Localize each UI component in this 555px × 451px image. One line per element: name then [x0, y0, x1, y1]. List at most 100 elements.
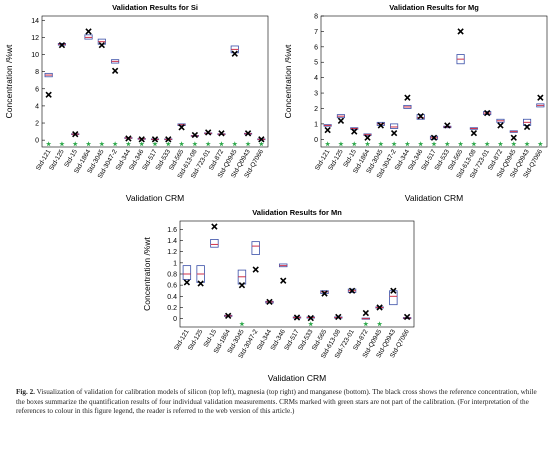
reference-cross [377, 122, 384, 129]
reference-cross [218, 130, 225, 137]
green-star [324, 141, 331, 147]
reference-cross [510, 134, 517, 141]
green-star [218, 141, 225, 147]
reference-cross [191, 131, 199, 139]
green-star [497, 141, 504, 147]
caption-text: Visualization of validation for calibrat… [16, 388, 537, 416]
green-star [85, 141, 92, 147]
reference-cross [165, 136, 172, 143]
green-star [418, 141, 424, 147]
reference-cross [537, 94, 544, 101]
chart-title: Validation Results for Si [112, 3, 198, 12]
reference-cross [484, 109, 491, 117]
y-tick-label: 2 [314, 106, 318, 113]
reference-cross [307, 314, 314, 322]
reference-cross [280, 277, 287, 284]
y-tick-label: 0 [35, 138, 39, 145]
reference-cross [72, 130, 79, 138]
green-star [444, 141, 450, 147]
y-tick-label: 0 [173, 316, 177, 323]
green-star [363, 321, 369, 327]
reference-cross [335, 313, 342, 321]
reference-cross [238, 281, 246, 289]
reference-cross [111, 67, 119, 74]
y-tick-label: 1.4 [167, 238, 177, 245]
chart-title: Validation Results for Mg [389, 3, 479, 12]
reference-cross [457, 28, 464, 35]
y-tick-label: 0.8 [167, 272, 177, 279]
reference-cross [324, 126, 331, 134]
reference-cross [321, 290, 328, 297]
reference-cross [337, 117, 345, 124]
reference-cross [178, 124, 185, 131]
reference-cross [293, 314, 301, 321]
x-axis-label: Validation CRM [405, 193, 463, 203]
y-tick-label: 0 [314, 137, 318, 144]
reference-cross [205, 129, 212, 136]
green-star [99, 141, 105, 147]
caption: Fig. 2. Visualization of validation for … [16, 388, 541, 417]
green-star [378, 141, 384, 147]
reference-cross [404, 94, 411, 101]
green-star [152, 141, 158, 147]
green-star [351, 141, 357, 147]
reference-cross [58, 41, 66, 49]
y-tick-label: 5 [314, 60, 318, 67]
green-star [245, 141, 251, 147]
green-star [404, 141, 411, 147]
box [182, 265, 192, 280]
plot-frame [320, 15, 548, 148]
y-axis-label: Concentration /%wt [4, 44, 14, 118]
green-star [537, 141, 544, 147]
reference-cross [376, 304, 383, 311]
reference-cross [125, 135, 132, 142]
green-star [471, 141, 477, 147]
y-tick-label: 1.6 [167, 227, 177, 234]
green-star [45, 141, 52, 147]
reference-cross [417, 113, 424, 120]
y-tick-label: 0.2 [167, 305, 177, 312]
y-tick-label: 12 [31, 35, 39, 42]
x-axis-label: Validation CRM [268, 373, 326, 383]
figure: Validation Results for Si02468101214Conc… [4, 3, 548, 383]
reference-cross [444, 122, 451, 129]
y-tick-label: 6 [314, 44, 318, 51]
reference-cross [430, 134, 438, 141]
green-star [239, 321, 245, 327]
green-star [112, 141, 118, 147]
y-tick-label: 4 [314, 75, 318, 82]
reference-cross [523, 123, 531, 131]
reference-cross [197, 280, 204, 287]
chart-title: Validation Results for Mn [252, 208, 342, 217]
green-star [484, 141, 490, 147]
green-star [139, 141, 145, 147]
y-tick-label: 1 [314, 121, 318, 128]
y-tick-label: 3 [314, 91, 318, 98]
green-star [511, 141, 517, 147]
green-star [524, 141, 530, 147]
reference-cross [45, 91, 52, 98]
reference-cross [348, 287, 356, 294]
green-star [72, 141, 78, 147]
green-star [165, 141, 171, 147]
green-star [376, 321, 383, 327]
reference-cross [258, 136, 265, 143]
x-axis-label: Validation CRM [126, 193, 184, 203]
reference-cross [244, 130, 252, 137]
reference-cross [351, 128, 358, 135]
y-tick-label: 10 [31, 52, 39, 59]
reference-cross [252, 266, 259, 273]
reference-cross [85, 28, 92, 35]
reference-cross [231, 50, 238, 57]
y-axis-label: Concentration /%wt [142, 237, 152, 311]
plot-frame [41, 15, 269, 148]
y-tick-label: 14 [31, 18, 39, 25]
y-tick-label: 1 [173, 260, 177, 267]
reference-cross [151, 136, 159, 143]
green-star [59, 141, 65, 147]
box [210, 239, 219, 248]
green-star [192, 141, 198, 147]
green-star [258, 141, 265, 147]
green-star [125, 141, 132, 147]
y-tick-label: 8 [35, 69, 39, 76]
